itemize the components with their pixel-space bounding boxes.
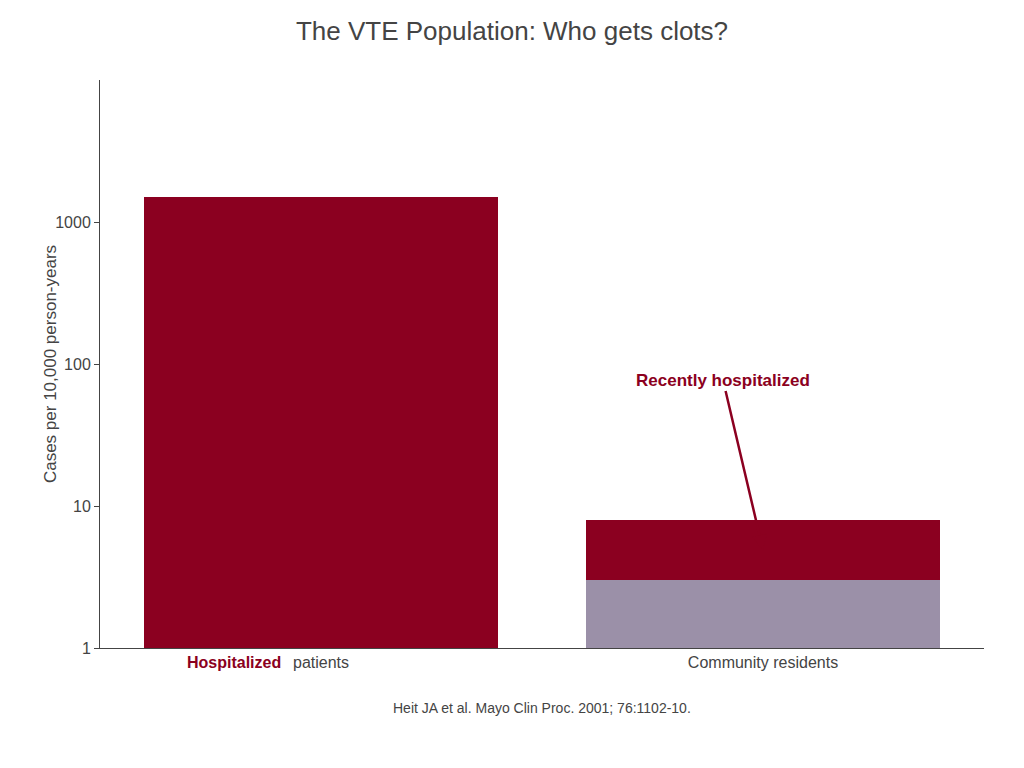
svg-text:Recently hospitalized: Recently hospitalized [636,371,810,390]
svg-text:Community residents: Community residents [688,654,838,671]
svg-text:10: 10 [73,498,91,515]
svg-text:Hospitalized: Hospitalized [187,654,281,671]
svg-text:Cases per 10,000 person-years: Cases per 10,000 person-years [41,245,60,483]
svg-text:1: 1 [82,640,91,657]
svg-text:patients: patients [293,654,349,671]
svg-text:100: 100 [64,356,91,373]
svg-text:The VTE Population: Who gets c: The VTE Population: Who gets clots? [296,16,728,46]
svg-text:1000: 1000 [55,214,91,231]
svg-text:Heit JA et al. Mayo Clin Proc.: Heit JA et al. Mayo Clin Proc. 2001; 76:… [393,700,691,716]
